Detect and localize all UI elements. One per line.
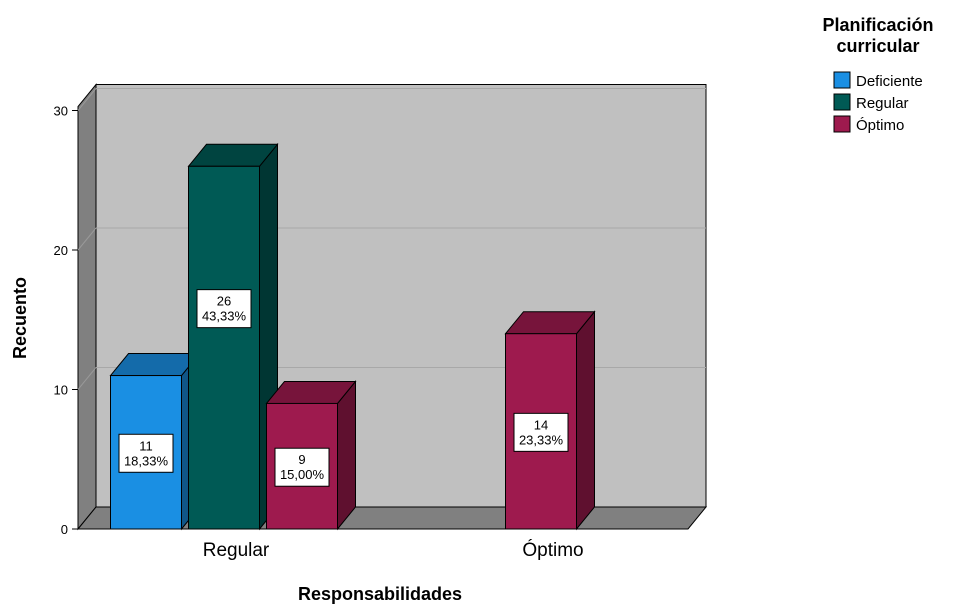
data-label-count: 9 (298, 452, 305, 467)
legend-title-line-2: curricular (836, 36, 919, 56)
legend-swatch (833, 71, 851, 89)
data-label-box (196, 289, 252, 329)
bar-front (188, 165, 260, 530)
legend-label: Deficiente (856, 73, 923, 90)
data-label-count: 11 (139, 438, 153, 453)
legend-title-line-1: Planificación (822, 15, 933, 35)
legend-item: Deficiente (833, 71, 923, 90)
y-tick-label: 0 (61, 522, 68, 537)
legend-item: Óptimo (833, 115, 904, 134)
data-label: 915,00% (274, 447, 330, 487)
data-label-percent: 18,33% (124, 453, 169, 468)
y-axis-title: Recuento (10, 277, 30, 359)
plot-side-wall (77, 83, 97, 531)
legend-label: Óptimo (856, 117, 904, 134)
grid-line-side (77, 88, 97, 111)
y-tick-label: 10 (54, 383, 68, 398)
grid-line-side (77, 227, 97, 251)
legend-swatch (833, 93, 851, 111)
grid-line-side (77, 367, 97, 390)
bar-side (337, 380, 356, 531)
axes: 0 10 20 30 Regular Óptimo (54, 104, 688, 561)
legend: Planificación curricular Deficiente Regul… (822, 15, 933, 134)
data-label-percent: 15,00% (280, 467, 325, 482)
bar-side (576, 310, 595, 531)
x-tick-label: Óptimo (522, 539, 583, 561)
bar-optimo-regular: 915,00% (265, 380, 357, 531)
data-label-percent: 43,33% (202, 309, 247, 324)
y-tick-label: 30 (54, 104, 68, 119)
data-label-box (513, 412, 569, 452)
y-tick-label: 20 (54, 243, 68, 258)
legend-item: Regular (833, 93, 909, 112)
data-label-count: 26 (217, 294, 231, 309)
legend-swatch (833, 115, 851, 133)
data-label-box (274, 447, 330, 487)
x-tick-label: Regular (203, 540, 270, 561)
legend-label: Regular (856, 95, 909, 112)
x-axis-title: Responsabilidades (298, 584, 462, 604)
data-label-count: 14 (534, 417, 548, 432)
data-label-percent: 23,33% (519, 432, 564, 447)
data-label-box (118, 433, 174, 473)
legend-items: Deficiente Regular Óptimo (833, 71, 923, 134)
